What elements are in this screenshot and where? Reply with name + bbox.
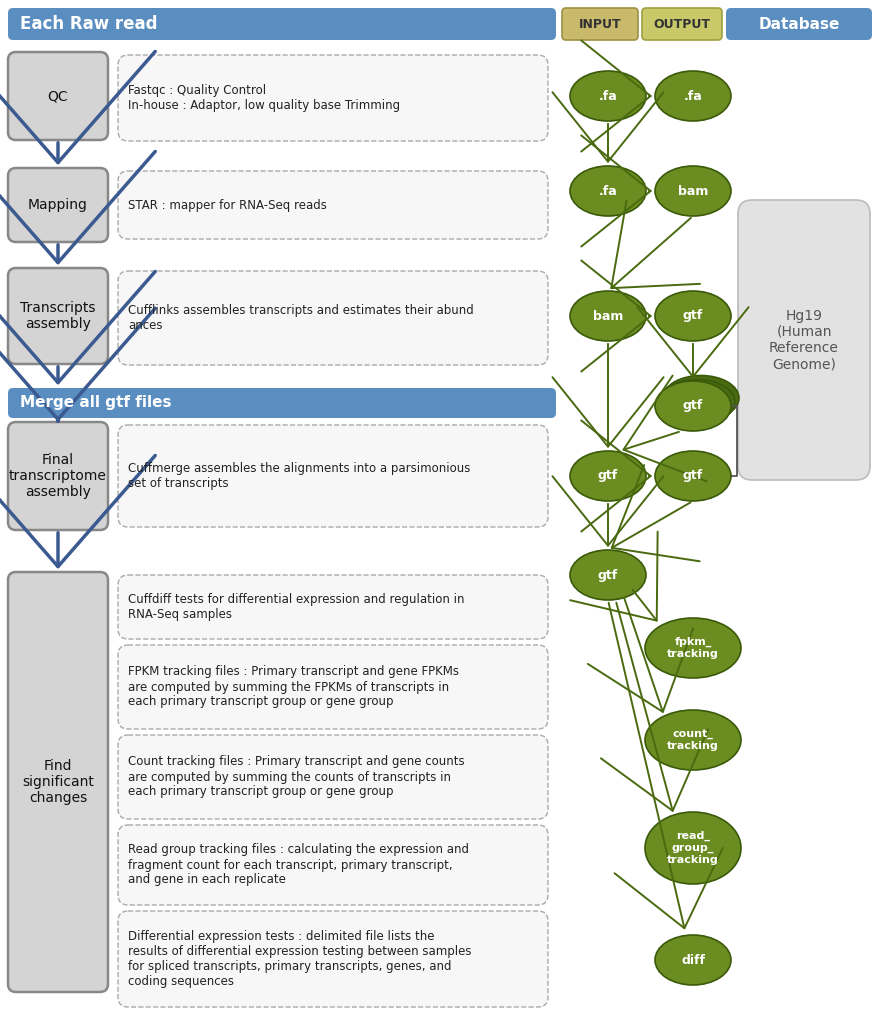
Text: .fa: .fa xyxy=(598,90,618,103)
Text: Database: Database xyxy=(759,16,840,32)
Text: diff: diff xyxy=(681,954,705,966)
Ellipse shape xyxy=(655,935,731,985)
Text: INPUT: INPUT xyxy=(579,17,621,31)
Text: gtf: gtf xyxy=(683,309,703,323)
Text: Merge all gtf files: Merge all gtf files xyxy=(20,396,172,410)
Text: STAR : mapper for RNA-Seq reads: STAR : mapper for RNA-Seq reads xyxy=(128,199,326,212)
Text: Count tracking files : Primary transcript and gene counts
are computed by summin: Count tracking files : Primary transcrip… xyxy=(128,755,465,798)
Text: fpkm_
tracking: fpkm_ tracking xyxy=(667,637,719,659)
Ellipse shape xyxy=(570,451,646,501)
Text: bam: bam xyxy=(593,309,623,323)
Ellipse shape xyxy=(645,710,741,770)
Text: OUTPUT: OUTPUT xyxy=(654,17,710,31)
FancyBboxPatch shape xyxy=(118,911,548,1007)
Ellipse shape xyxy=(645,618,741,678)
Ellipse shape xyxy=(570,291,646,341)
Text: count_
tracking: count_ tracking xyxy=(667,729,719,751)
FancyBboxPatch shape xyxy=(118,645,548,729)
Text: Cuffdiff tests for differential expression and regulation in
RNA-Seq samples: Cuffdiff tests for differential expressi… xyxy=(128,593,465,621)
Ellipse shape xyxy=(570,71,646,121)
FancyBboxPatch shape xyxy=(738,200,870,480)
FancyBboxPatch shape xyxy=(8,422,108,530)
Text: Hg19
(Human
Reference
Genome): Hg19 (Human Reference Genome) xyxy=(769,308,839,372)
FancyBboxPatch shape xyxy=(8,388,556,418)
FancyBboxPatch shape xyxy=(8,8,556,40)
Ellipse shape xyxy=(655,71,731,121)
FancyBboxPatch shape xyxy=(118,425,548,527)
Text: bam: bam xyxy=(678,184,708,197)
Text: gtf: gtf xyxy=(598,469,618,483)
Text: Mapping: Mapping xyxy=(28,197,88,212)
FancyBboxPatch shape xyxy=(8,572,108,992)
Ellipse shape xyxy=(570,166,646,216)
Text: read_
group_
tracking: read_ group_ tracking xyxy=(667,831,719,865)
FancyBboxPatch shape xyxy=(726,8,872,40)
Text: QC: QC xyxy=(48,89,69,103)
Ellipse shape xyxy=(663,376,739,420)
Text: Final
transcriptome
assembly: Final transcriptome assembly xyxy=(9,453,107,499)
FancyBboxPatch shape xyxy=(8,168,108,242)
Text: Differential expression tests : delimited file lists the
results of differential: Differential expression tests : delimite… xyxy=(128,930,472,988)
Text: gtf: gtf xyxy=(683,399,703,412)
Text: Cuffmerge assembles the alignments into a parsimonious
set of transcripts: Cuffmerge assembles the alignments into … xyxy=(128,462,471,490)
Ellipse shape xyxy=(655,166,731,216)
Ellipse shape xyxy=(570,550,646,600)
Ellipse shape xyxy=(655,291,731,341)
Text: Fastqc : Quality Control
In-house : Adaptor, low quality base Trimming: Fastqc : Quality Control In-house : Adap… xyxy=(128,84,400,112)
Ellipse shape xyxy=(655,451,731,501)
Text: gtf: gtf xyxy=(683,469,703,483)
FancyBboxPatch shape xyxy=(562,8,638,40)
Text: Find
significant
changes: Find significant changes xyxy=(22,758,94,805)
FancyBboxPatch shape xyxy=(118,271,548,365)
FancyBboxPatch shape xyxy=(8,52,108,140)
Text: Each Raw read: Each Raw read xyxy=(20,15,158,33)
Ellipse shape xyxy=(655,381,731,431)
FancyBboxPatch shape xyxy=(118,575,548,639)
Ellipse shape xyxy=(645,812,741,884)
FancyBboxPatch shape xyxy=(118,171,548,239)
Text: .fa: .fa xyxy=(598,184,618,197)
FancyBboxPatch shape xyxy=(118,735,548,819)
FancyBboxPatch shape xyxy=(118,55,548,142)
Text: FPKM tracking files : Primary transcript and gene FPKMs
are computed by summing : FPKM tracking files : Primary transcript… xyxy=(128,666,459,709)
Text: .fa: .fa xyxy=(684,90,702,103)
FancyBboxPatch shape xyxy=(118,825,548,905)
Ellipse shape xyxy=(659,380,735,425)
FancyBboxPatch shape xyxy=(8,268,108,364)
Text: Read group tracking files : calculating the expression and
fragment count for ea: Read group tracking files : calculating … xyxy=(128,844,469,887)
FancyBboxPatch shape xyxy=(642,8,722,40)
Text: Transcripts
assembly: Transcripts assembly xyxy=(20,301,96,331)
Text: gtf: gtf xyxy=(598,568,618,581)
Text: Cufflinks assembles transcripts and estimates their abund
ances: Cufflinks assembles transcripts and esti… xyxy=(128,304,473,332)
